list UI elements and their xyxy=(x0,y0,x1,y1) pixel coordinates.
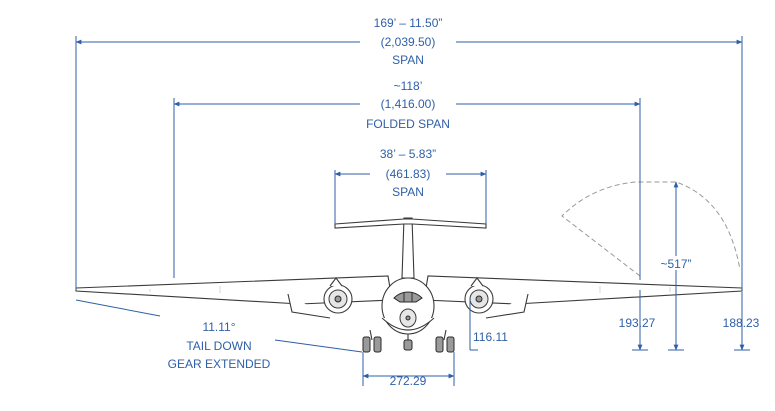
tail-down-line2: GEAR EXTENDED xyxy=(168,357,271,371)
right-pylon xyxy=(470,277,484,287)
main-gear-right xyxy=(435,329,455,353)
right-engine xyxy=(464,284,494,314)
tail-span-feet-inches: 38’ – 5.83” xyxy=(380,147,436,161)
dimension-lines xyxy=(75,36,750,386)
wingtip-fold-arc xyxy=(561,181,741,277)
fold-height-label: ~517” xyxy=(660,257,691,271)
vertical-stabilizer xyxy=(401,217,415,279)
tail-down-angle-label: 11.11° xyxy=(202,320,235,334)
main-gear-left xyxy=(362,329,382,353)
horizontal-stabilizer xyxy=(334,218,487,229)
dimension-labels: 169’ – 11.50” (2,039.50) SPAN ~118’ (1,4… xyxy=(168,16,760,388)
tail-down-line1: TAIL DOWN xyxy=(186,339,251,353)
span-label: SPAN xyxy=(392,53,424,67)
folded-span-label: FOLDED SPAN xyxy=(366,117,450,131)
gear-track-label: 272.29 xyxy=(390,374,427,388)
tip-height-label: 188.23 xyxy=(723,316,760,330)
left-engine xyxy=(323,284,353,314)
folded-span-inches: (1,416.00) xyxy=(381,97,436,111)
span-feet-inches: 169’ – 11.50” xyxy=(374,16,443,30)
tail-span-label: SPAN xyxy=(392,185,424,199)
nose-gear xyxy=(403,334,413,351)
left-pylon xyxy=(329,277,343,287)
tip-height-folded-label: 193.27 xyxy=(619,316,656,330)
cockpit-windows xyxy=(393,291,423,303)
ground-clearance-label: 116.11 xyxy=(473,330,508,344)
radome-tip xyxy=(405,315,411,321)
tail-span-inches: (461.83) xyxy=(386,167,431,181)
span-inches: (2,039.50) xyxy=(381,35,436,49)
right-wing-fairing xyxy=(485,293,529,319)
folded-span-feet-inches: ~118’ xyxy=(394,79,423,93)
left-wing-fairing xyxy=(287,293,331,319)
aircraft xyxy=(75,181,743,353)
